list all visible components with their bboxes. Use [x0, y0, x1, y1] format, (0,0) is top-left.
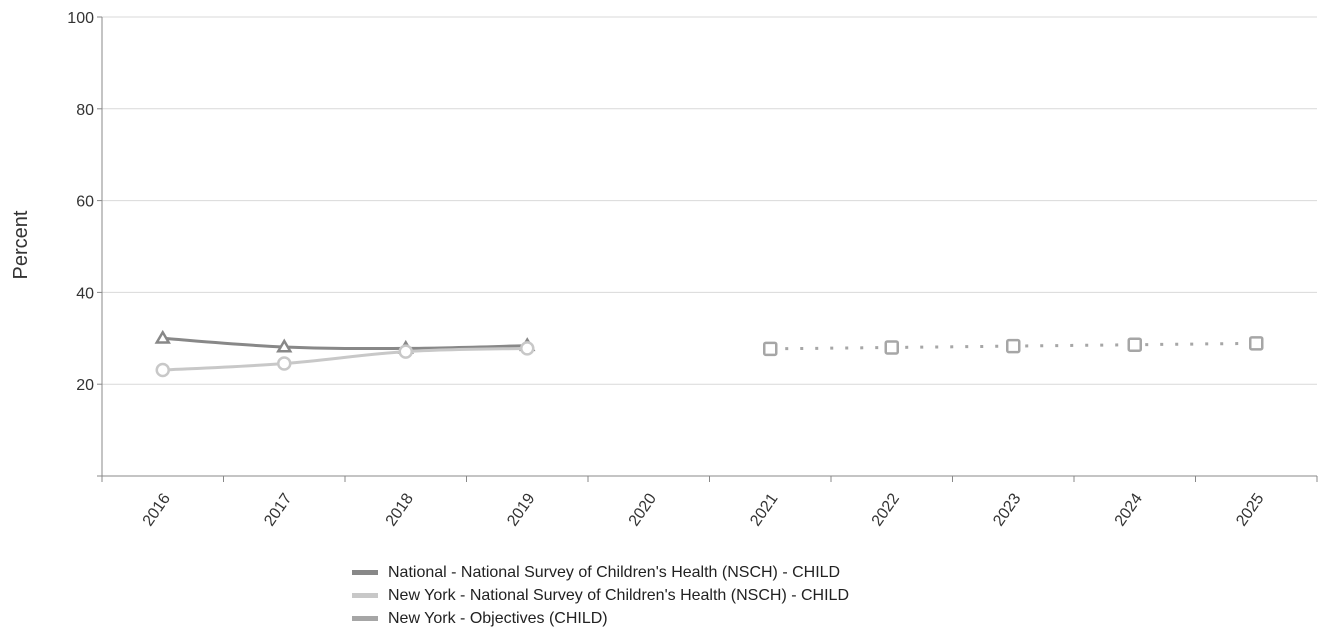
data-point-square: [1249, 336, 1264, 351]
series-lines: [154, 329, 1264, 378]
x-tick-label: 2024: [1112, 490, 1146, 529]
y-tick-label: 80: [76, 102, 94, 119]
legend: National - National Survey of Children's…: [352, 561, 849, 630]
series-line: [770, 341, 1257, 351]
y-tick-label: 100: [67, 10, 94, 27]
x-tick-label: 2018: [383, 490, 417, 529]
data-point-circle: [520, 341, 535, 356]
legend-item: National - National Survey of Children's…: [352, 561, 849, 584]
series-2: [155, 341, 535, 378]
y-axis-title: Percent: [10, 210, 32, 279]
series-line: [162, 346, 528, 372]
data-point-circle: [277, 356, 292, 371]
x-tick-label: 2020: [626, 490, 660, 529]
legend-label: New York - Objectives (CHILD): [388, 609, 608, 627]
legend-item: New York - National Survey of Children's…: [352, 584, 849, 607]
data-point-square: [763, 341, 778, 357]
legend-label: New York - National Survey of Children's…: [388, 586, 849, 604]
y-tick-label: 60: [76, 194, 94, 211]
x-tick-label: 2017: [261, 490, 295, 529]
x-tick-label: 2023: [990, 490, 1024, 529]
x-tick-label: 2016: [140, 490, 174, 529]
series-line: [162, 336, 528, 351]
axes: 20 40 60 80 100 2016 2017 2018 2019 2020 2021 2022 2…: [67, 10, 1318, 529]
x-tick-label: 2022: [869, 490, 903, 529]
legend-swatch: [352, 616, 378, 621]
legend-swatch: [352, 593, 378, 598]
legend-item: New York - Objectives (CHILD): [352, 607, 849, 630]
data-point-circle: [398, 344, 413, 359]
data-point-square: [1006, 338, 1021, 354]
y-tick-label: 40: [76, 285, 94, 302]
legend-label: National - National Survey of Children's…: [388, 563, 841, 581]
data-point-circle: [155, 362, 170, 378]
x-tick-label: 2021: [747, 490, 781, 529]
gridlines: [102, 16, 1317, 385]
data-point-square: [884, 340, 899, 355]
data-point-square: [1127, 337, 1142, 352]
x-tick-label: 2019: [504, 490, 538, 529]
series-3: [763, 336, 1264, 357]
legend-swatch: [352, 570, 378, 575]
x-tick-label: 2025: [1233, 490, 1267, 529]
data-point-triangle: [276, 338, 293, 353]
data-point-triangle: [154, 329, 171, 344]
y-tick-label: 20: [76, 377, 94, 394]
